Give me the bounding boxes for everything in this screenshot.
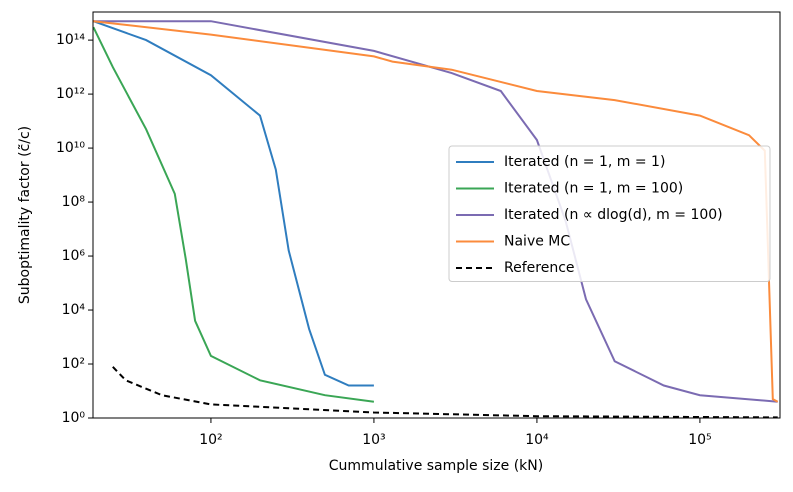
legend-label: Iterated (n ∝ dlog(d), m = 100) [504,207,723,223]
x-axis-label: Cummulative sample size (kN) [329,458,543,474]
series-line [93,26,375,403]
y-tick-label: 10⁸ [62,194,86,210]
x-tick-label: 10⁴ [525,432,549,448]
y-tick-label: 10¹⁴ [56,32,85,48]
y-tick-label: 10⁶ [62,248,86,264]
y-tick-label: 10² [62,356,85,372]
y-tick-label: 10⁰ [62,410,86,426]
x-tick-label: 10² [199,432,222,448]
legend-label: Reference [504,260,575,276]
legend-label: Iterated (n = 1, m = 1) [504,154,665,170]
y-tick-label: 10¹⁰ [56,140,85,156]
y-tick-label: 10⁴ [62,302,86,318]
series-line [93,20,374,387]
y-axis-label: Suboptimality factor (c̃/c) [17,126,33,304]
x-tick-label: 10⁵ [688,432,711,448]
legend-box [448,145,771,282]
x-tick-label: 10³ [362,432,385,448]
legend-label: Iterated (n = 1, m = 100) [504,181,683,197]
series-line [112,366,778,418]
legend-label: Naive MC [504,234,570,250]
y-tick-label: 10¹² [56,86,85,102]
plot-frame [92,11,781,419]
